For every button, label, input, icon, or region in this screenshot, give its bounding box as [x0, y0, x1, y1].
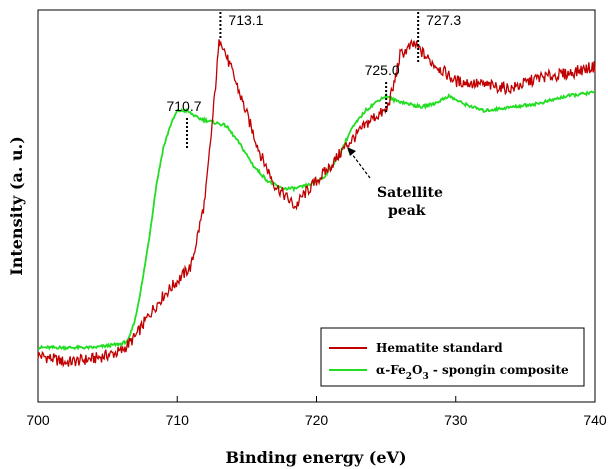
peak-annotations: 713.1 710.7 725.0 727.3	[166, 12, 461, 148]
legend-composite-sub1: 2	[406, 372, 412, 382]
x-axis-ticks: 700 710 720 730 740	[26, 396, 607, 428]
legend-label-hematite: Hematite standard	[376, 341, 503, 355]
series-hematite-line	[37, 38, 596, 368]
x-tick-label: 740	[583, 412, 607, 428]
x-tick-label: 700	[26, 412, 50, 428]
peak-label: 727.3	[426, 12, 461, 28]
satellite-arrow-head	[347, 147, 356, 156]
series-layer	[37, 38, 596, 368]
legend-composite-prefix: α-Fe	[376, 363, 406, 377]
x-axis-title: Binding energy (eV)	[225, 448, 406, 467]
legend-composite-sub2: 3	[422, 372, 428, 382]
peak-label: 713.1	[228, 12, 263, 28]
x-tick-label: 730	[444, 412, 468, 428]
satellite-label-line2: peak	[388, 203, 426, 219]
legend: Hematite standard α-Fe2O3 - spongin comp…	[320, 327, 585, 387]
x-tick-label: 720	[305, 412, 329, 428]
legend-composite-mid: O	[412, 363, 422, 377]
x-tick-label: 710	[166, 412, 190, 428]
satellite-label-line1: Satellite	[377, 185, 443, 201]
peak-label: 710.7	[166, 98, 201, 114]
legend-box	[320, 327, 585, 387]
peak-label: 725.0	[365, 62, 400, 78]
series-composite-line	[37, 90, 596, 352]
legend-label-composite: α-Fe2O3 - spongin composite	[376, 363, 569, 382]
legend-composite-suffix: - spongin composite	[429, 363, 569, 377]
satellite-arrow-shaft	[348, 149, 371, 179]
satellite-annotation: Satellite peak	[347, 147, 443, 219]
y-axis-title: Intensity (a. u.)	[7, 136, 26, 276]
